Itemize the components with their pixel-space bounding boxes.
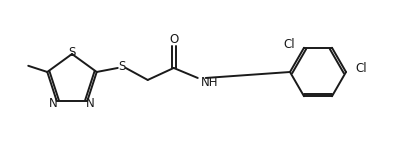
Text: O: O <box>169 33 178 46</box>
Text: S: S <box>118 60 125 73</box>
Text: NH: NH <box>201 77 218 89</box>
Text: N: N <box>86 97 95 110</box>
Text: S: S <box>68 46 76 60</box>
Text: N: N <box>49 97 58 110</box>
Text: Cl: Cl <box>355 62 367 75</box>
Text: Cl: Cl <box>283 38 295 51</box>
